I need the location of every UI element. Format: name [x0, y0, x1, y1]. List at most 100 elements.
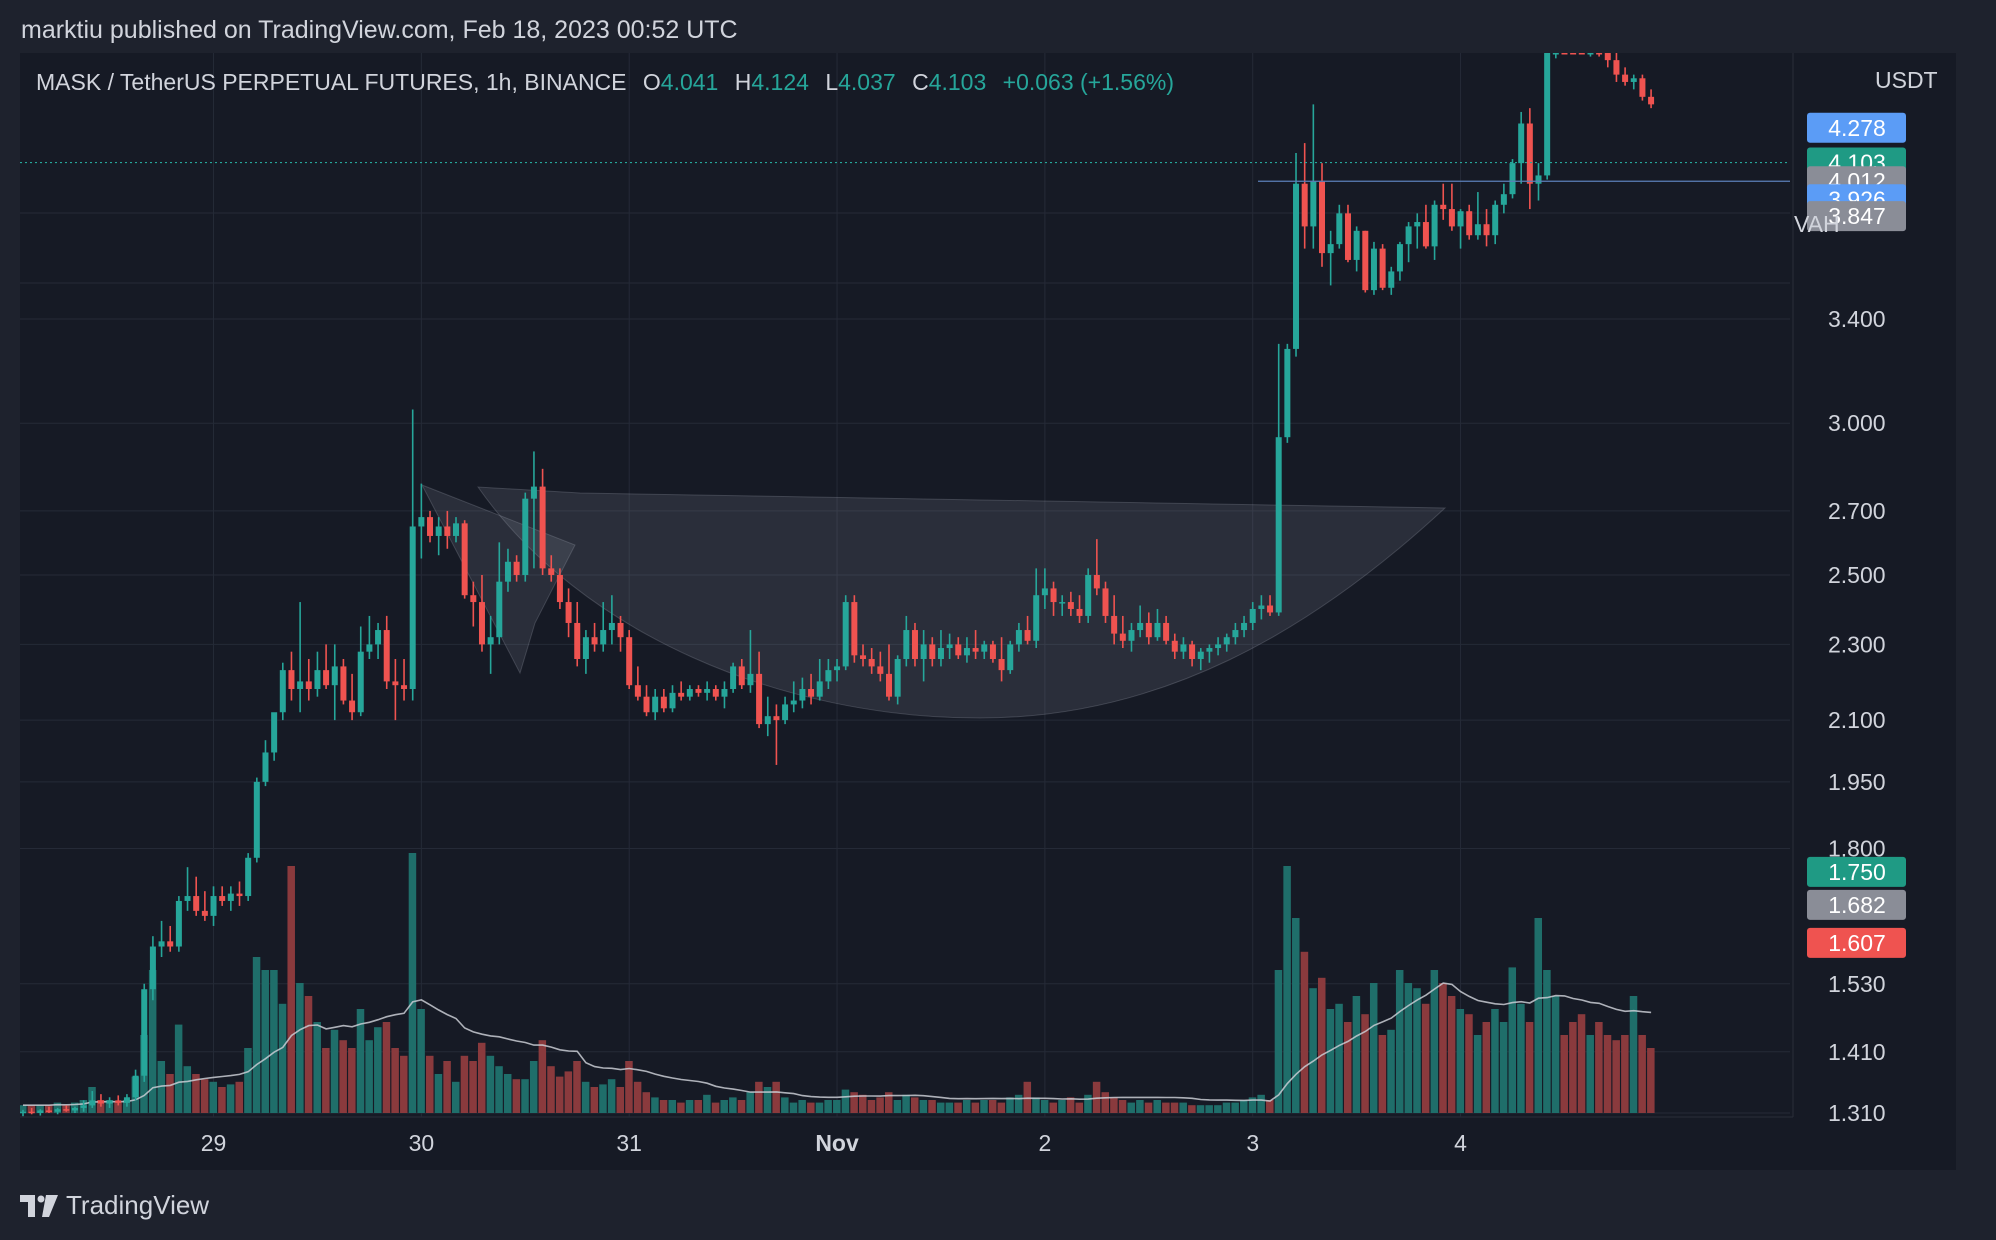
volume-bar — [1499, 1022, 1508, 1113]
candle-body — [1189, 644, 1196, 660]
volume-bar — [564, 1071, 573, 1113]
volume-bar — [1092, 1081, 1101, 1113]
y-tick-label: 1.950 — [1828, 769, 1886, 795]
volume-bar — [1421, 1003, 1430, 1113]
high-label: H — [734, 69, 752, 95]
volume-bar — [694, 1100, 702, 1113]
candle-body — [45, 1110, 52, 1112]
candle-body — [262, 752, 269, 782]
volume-bar — [746, 1092, 754, 1113]
candle-body — [158, 941, 165, 947]
candle-body — [721, 689, 728, 697]
currency-label[interactable]: USDT — [1875, 67, 1938, 93]
candle-body — [1388, 271, 1395, 288]
volume-bar — [174, 1024, 183, 1113]
volume-bar — [789, 1102, 798, 1113]
candle-body — [522, 498, 529, 575]
volume-bar — [1595, 1022, 1603, 1113]
volume-bar — [1040, 1100, 1049, 1113]
candle-body — [383, 630, 390, 682]
candle-body — [1319, 181, 1325, 254]
volume-bar — [1248, 1097, 1257, 1113]
candle-body — [894, 659, 901, 697]
candle-body — [1076, 608, 1083, 616]
candle-body — [877, 666, 884, 674]
candle-body — [582, 637, 589, 660]
candle-body — [1041, 588, 1048, 596]
y-tick-label: 1.410 — [1828, 1039, 1886, 1065]
close-value: 4.103 — [928, 69, 987, 95]
candle-body — [1344, 213, 1351, 260]
candle-body — [1604, 53, 1611, 61]
volume-bar — [53, 1102, 62, 1113]
candle-body — [816, 681, 823, 697]
candle-body — [1474, 224, 1481, 236]
tradingview-logo[interactable]: TradingView — [20, 1190, 209, 1221]
volume-bar — [1231, 1102, 1239, 1113]
volume-bar — [503, 1074, 512, 1113]
candle-body — [89, 1100, 96, 1106]
candle-body — [747, 673, 754, 686]
y-tick-label: 3.000 — [1828, 410, 1886, 436]
axis-labels: 3.4003.0002.7002.5002.3002.1001.9501.800… — [201, 306, 1886, 1156]
volume-bar — [200, 1079, 209, 1113]
x-tick-label: 30 — [409, 1130, 435, 1156]
candle-body — [1223, 637, 1230, 645]
candle-body — [1293, 183, 1300, 349]
candle-body — [478, 602, 485, 645]
volume-bar — [278, 1003, 287, 1113]
volume-bar — [1144, 1102, 1153, 1113]
open-label: O — [642, 69, 661, 95]
price-tag-box — [1807, 927, 1906, 958]
volume-bar — [1343, 1022, 1352, 1113]
volume-bar — [547, 1066, 555, 1113]
volume-bar — [148, 970, 157, 1113]
candle-body — [1500, 194, 1507, 205]
volume-bar — [807, 1102, 815, 1113]
candle-body — [652, 696, 659, 713]
candle-body — [1578, 53, 1585, 55]
candle-body — [123, 1097, 130, 1103]
candle-body — [539, 486, 546, 569]
candle-body — [929, 644, 936, 660]
candle-body — [1067, 602, 1074, 609]
candle-body — [253, 781, 260, 858]
candle-body — [548, 568, 555, 575]
candle-body — [1370, 248, 1377, 291]
candle-body — [97, 1100, 104, 1104]
candle-body — [340, 666, 347, 701]
volume-bar — [1257, 1094, 1265, 1113]
volume-bar — [1023, 1081, 1032, 1113]
candle-body — [799, 689, 806, 701]
volume-bar — [1049, 1102, 1058, 1113]
volume-bar — [1551, 996, 1560, 1113]
volume-bar — [391, 1048, 399, 1113]
candle-body — [1379, 248, 1386, 288]
volume-bar — [1629, 996, 1638, 1113]
volume-bar — [772, 1081, 780, 1113]
candle-body — [63, 1109, 70, 1111]
x-tick-label: 2 — [1038, 1130, 1051, 1156]
volume-bar — [980, 1100, 988, 1113]
volume-bar — [833, 1100, 841, 1113]
symbol-title[interactable]: MASK / TetherUS PERPETUAL FUTURES, 1h, B… — [36, 69, 627, 95]
candle-body — [349, 700, 356, 713]
candle-body — [1093, 574, 1100, 589]
candle-body — [1622, 74, 1629, 82]
volume-bar — [815, 1102, 824, 1113]
volume-bar — [1162, 1102, 1170, 1113]
volume-bar — [720, 1100, 728, 1113]
x-tick-label: 31 — [616, 1130, 642, 1156]
chart-panel[interactable]: 3.400 3.000 2.700 2.500 2.300 2.100 1.950 1.800… — [20, 53, 1956, 1170]
candle-body — [106, 1100, 113, 1104]
volume-bar — [928, 1100, 936, 1113]
price-chart[interactable]: 3.4003.0002.7002.5002.3002.1001.9501.800… — [20, 53, 1956, 1170]
candle-body — [401, 685, 408, 690]
volume-bar — [1127, 1102, 1135, 1113]
volume-bar — [296, 983, 304, 1113]
volume-bar — [313, 1022, 321, 1113]
volume-bar — [910, 1097, 919, 1113]
candle-body — [1111, 615, 1118, 634]
candle-body — [1596, 53, 1603, 55]
volume-bar — [1560, 1035, 1568, 1113]
